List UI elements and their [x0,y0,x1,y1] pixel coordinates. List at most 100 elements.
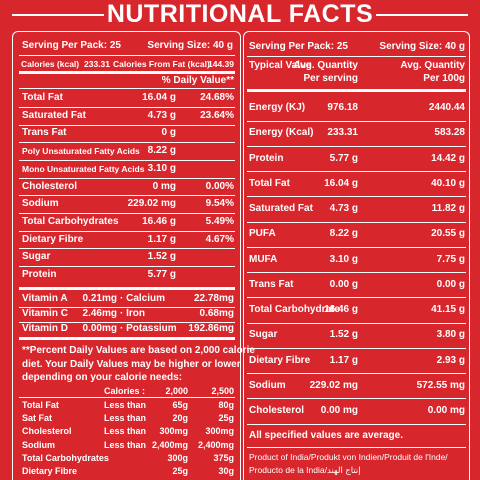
reference-header: 2,000 [165,386,188,396]
divider [247,398,466,400]
divider [247,145,466,147]
reference-amount: 25g [218,413,234,424]
reference-amount: 65g [172,400,188,410]
nutrient-amount: 229.02 mg [127,198,176,210]
mineral-name: · Potassium [120,323,177,334]
reference-amount: 375g [213,452,234,463]
nutrient-name: Energy (Kcal) [249,127,314,139]
per-serving: 1.52 g [329,329,358,341]
calories-fat-value: 144.39 [208,59,234,69]
vitamin-amount: 2.46mg [82,308,117,319]
per-serving: 16.04 g [324,177,358,189]
reference-amount: 20g [172,413,188,424]
per-serving: 229.02 mg [309,379,358,391]
nutrient-amount: 0 mg [152,180,176,192]
per-serving: 0.00 g [329,278,358,290]
per-serving: 1.17 g [329,354,358,366]
divider [19,71,235,74]
vitamin-amount: 0.00mg [82,323,117,334]
serving-size: Serving Size: 40 g [379,41,465,52]
nutrient-name: Energy (KJ) [249,102,306,113]
divider [247,347,466,349]
serving-size: Serving Size: 40 g [147,40,233,51]
per-100g: 20.55 g [431,228,465,240]
per-100g: 0.00 g [436,278,465,290]
divider [247,423,466,425]
nutrient-percent: 23.64% [200,109,234,121]
divider [19,177,235,179]
per-100g: 3.80 g [436,329,465,341]
nutrient-name: Poly Unsaturated Fatty Acids [22,146,140,157]
nutrient-amount: 4.73 g [147,109,176,121]
nutrient-amount: 16.46 g [142,215,176,227]
nutrient-amount: 3.10 g [147,162,176,174]
nutrient-percent: 24.68% [200,92,234,103]
per-100g: 41.15 g [431,304,465,315]
calories-fat-label: Calories From Fat (kcal) [113,59,210,69]
nutrient-percent: 4.67% [205,233,234,245]
per-100g: 2440.44 [428,102,465,113]
per-100g: 2.93 g [436,354,465,366]
nutrient-name: Sugar [22,251,51,263]
divider [19,266,235,268]
left-panel [12,31,241,480]
reference-header: Calories : [104,386,146,396]
origin: Producto de la India/إنتاج الهند [249,464,361,475]
per-serving: 16.46 g [324,304,358,315]
origin: Product of India/Produkt von Indien/Prod… [249,452,448,462]
footnote: depending on your calorie needs: [22,372,183,383]
nutrient-name: Total Fat [22,92,63,103]
nutrient-name: Sugar [249,329,278,341]
reference-limit: Less than [104,439,147,450]
footnote: **Percent Daily Values are based on 2,00… [22,345,255,356]
per-serving: 8.22 g [329,228,358,240]
vitamin-amount: 0.21mg [82,293,117,304]
reference-limit: Less than [104,426,147,437]
divider [247,120,466,122]
divider [247,221,466,223]
footnote: diet. Your Daily Values may be higher or… [22,358,241,370]
nutrient-name: Cholesterol [249,405,305,416]
column-header: Typical Value [249,60,312,71]
column-header: Avg. Quantity [400,60,465,71]
reference-amount: 2,400mg [197,439,234,450]
nutrient-name: Sodium [22,198,59,210]
right-panel [243,31,470,480]
nutrient-amount: 5.77 g [147,269,176,280]
divider [19,88,235,89]
nutrient-percent: 9.54% [205,198,234,210]
nutrient-amount: 0 g [161,127,176,139]
per-100g: 7.75 g [436,253,465,265]
per-100g: 0.00 mg [427,405,465,416]
vitamin-name: Vitamin C [22,308,68,319]
per-serving: 5.77 g [329,152,358,164]
per-serving: 3.10 g [329,253,358,265]
reference-amount: 25g [172,466,188,476]
nutrient-name: Dietary Fibre [249,354,311,366]
column-header: Avg. Quantity [293,60,358,71]
per-100g: 40.10 g [431,177,465,189]
divider [19,159,235,161]
divider [19,106,235,108]
divider [247,246,466,248]
reference-amount: 30g [218,466,234,476]
reference-amount: 300g [167,452,188,463]
divider [19,230,235,232]
divider [19,248,235,250]
calories-value: 233.31 [84,59,110,69]
nutrient-name: Protein [249,152,284,164]
reference-limit: Less than [104,400,147,410]
divider [19,321,235,323]
nutrient-amount: 1.17 g [147,233,176,245]
divider [247,56,466,57]
title: NUTRITIONAL FACTS [106,0,374,28]
title-rule [12,14,104,16]
divider [19,213,235,215]
nutrient-percent: 0.00% [205,180,234,192]
reference-amount: 300mg [205,426,234,437]
vitamin-name: Vitamin A [22,293,68,304]
divider [247,171,466,173]
column-header: Per serving [303,73,358,84]
title-rule [376,14,468,16]
